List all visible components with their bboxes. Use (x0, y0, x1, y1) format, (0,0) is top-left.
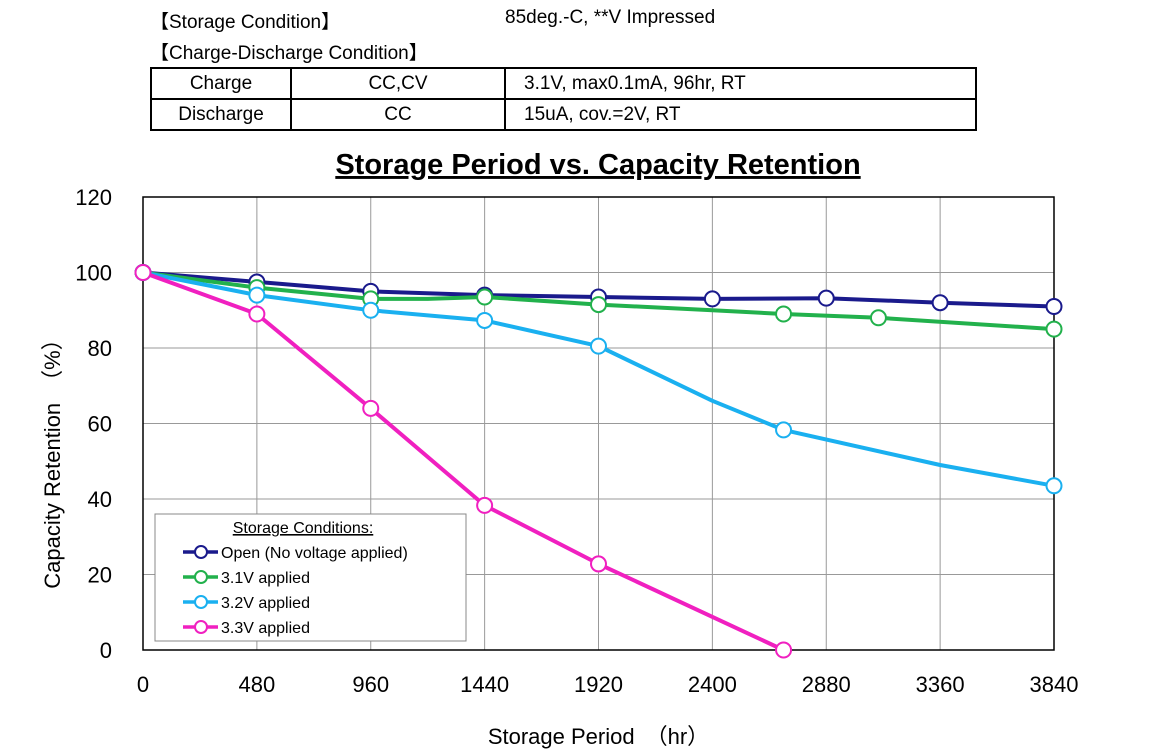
legend-swatch-marker (194, 595, 208, 609)
data-point (590, 555, 607, 573)
data-point (134, 264, 152, 281)
storage-condition-value: 85deg.-C, **V Impressed (505, 7, 716, 28)
data-point (1045, 297, 1063, 315)
legend-entry: 3.2V applied (183, 595, 310, 612)
data-point (1045, 477, 1063, 495)
y-tick-label: 120 (75, 185, 112, 210)
x-tick-label: 0 (137, 672, 149, 697)
x-tick-label: 480 (239, 672, 276, 697)
storage-condition-label: 【Storage Condition】 (150, 12, 341, 33)
charge-mode-cell: CC,CV (290, 67, 506, 100)
legend-label: 3.3V applied (221, 620, 310, 637)
data-point (248, 286, 266, 304)
legend-label: 3.1V applied (221, 570, 310, 587)
legend-title: Storage Conditions: (233, 520, 374, 537)
conditions-table: Charge CC,CV 3.1V, max0.1mA, 96hr, RT Di… (150, 67, 977, 131)
data-point (476, 288, 494, 306)
y-tick-label: 0 (100, 638, 112, 663)
x-tick-label: 1920 (574, 672, 623, 697)
series-4 (134, 264, 793, 659)
x-tick-label: 3840 (1030, 672, 1079, 697)
data-point (248, 305, 266, 323)
table-row: Charge CC,CV 3.1V, max0.1mA, 96hr, RT (150, 67, 977, 100)
y-tick-label: 100 (75, 261, 112, 286)
data-point (476, 496, 494, 514)
data-point (362, 399, 380, 417)
x-tick-label: 2880 (802, 672, 851, 697)
y-tick-label: 40 (88, 487, 112, 512)
legend-entry: Open (No voltage applied) (183, 545, 408, 562)
x-axis-label: Storage Period （hr） (488, 724, 709, 749)
x-tick-label: 3360 (916, 672, 965, 697)
legend-entry: 3.3V applied (183, 620, 310, 637)
axis-tick-labels: 0 480 960 1440 1920 2400 2880 3360 3840 0 20 40 60 80… (75, 185, 1078, 697)
legend-entry: 3.1V applied (183, 570, 310, 587)
data-point (590, 337, 607, 355)
legend: Storage Conditions: Open (No voltage app… (154, 513, 467, 642)
y-tick-label: 80 (88, 336, 112, 361)
y-tick-label: 60 (88, 412, 112, 437)
data-point (869, 309, 887, 327)
legend-label: Open (No voltage applied) (221, 545, 408, 562)
series-line (141, 270, 786, 652)
y-tick-label: 20 (88, 563, 112, 588)
discharge-mode-cell: CC (290, 98, 506, 131)
chart-title: Storage Period vs. Capacity Retention (335, 149, 860, 181)
data-point (931, 294, 949, 312)
data-point (1045, 320, 1063, 338)
x-tick-label: 960 (352, 672, 389, 697)
plot-area (142, 196, 1055, 651)
legend-swatch-marker (194, 545, 208, 559)
legend-swatch-marker (194, 620, 208, 634)
data-point (775, 305, 793, 323)
table-row: Discharge CC 15uA, cov.=2V, RT (150, 98, 977, 131)
legend-label: 3.2V applied (221, 595, 310, 612)
charge-detail-cell: 3.1V, max0.1mA, 96hr, RT (504, 67, 977, 100)
data-point (775, 641, 793, 659)
series-2 (134, 264, 1063, 338)
legend-swatch-marker (194, 570, 208, 584)
data-series (134, 264, 1063, 659)
discharge-detail-cell: 15uA, cov.=2V, RT (504, 98, 977, 131)
y-axis-label: Capacity Retention （%） (40, 328, 65, 588)
series-line (141, 270, 1056, 332)
data-point (590, 296, 607, 314)
charge-type-cell: Charge (150, 67, 292, 100)
data-point (775, 421, 793, 439)
data-point (476, 311, 494, 329)
discharge-type-cell: Discharge (150, 98, 292, 131)
x-tick-label: 1440 (460, 672, 509, 697)
data-point (703, 290, 721, 308)
data-point (817, 289, 835, 307)
x-tick-label: 2400 (688, 672, 737, 697)
data-point (362, 301, 380, 319)
charge-discharge-condition-label: 【Charge-Discharge Condition】 (150, 43, 428, 64)
